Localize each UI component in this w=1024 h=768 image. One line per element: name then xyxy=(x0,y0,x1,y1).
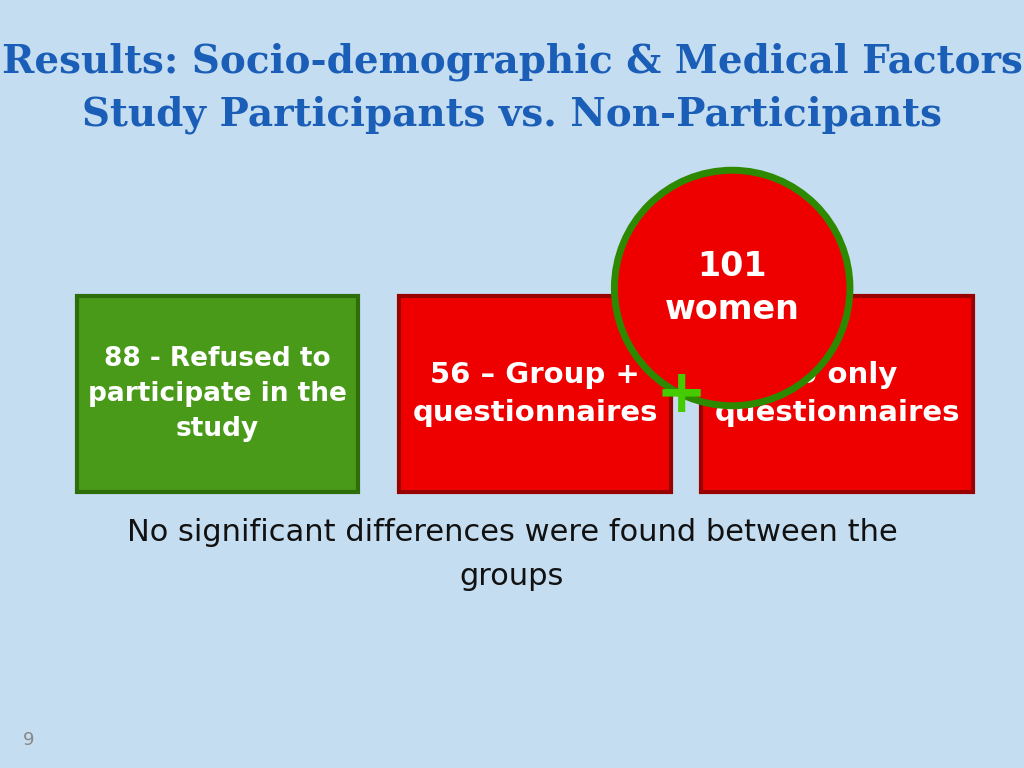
Text: 101
women: 101 women xyxy=(665,250,800,326)
Text: +: + xyxy=(655,366,707,425)
Text: Results: Socio-demographic & Medical Factors: Results: Socio-demographic & Medical Fac… xyxy=(2,42,1022,81)
Text: 45 only
questionnaires: 45 only questionnaires xyxy=(715,361,959,426)
FancyBboxPatch shape xyxy=(77,296,358,492)
Text: Study Participants vs. Non-Participants: Study Participants vs. Non-Participants xyxy=(82,96,942,134)
FancyBboxPatch shape xyxy=(399,296,671,492)
Text: 88 - Refused to
participate in the
study: 88 - Refused to participate in the study xyxy=(88,346,347,442)
Ellipse shape xyxy=(614,170,850,406)
Text: 56 – Group +
questionnaires: 56 – Group + questionnaires xyxy=(413,361,657,426)
Text: 9: 9 xyxy=(23,731,34,749)
FancyBboxPatch shape xyxy=(701,296,973,492)
Text: groups: groups xyxy=(460,562,564,591)
Text: No significant differences were found between the: No significant differences were found be… xyxy=(127,518,897,548)
